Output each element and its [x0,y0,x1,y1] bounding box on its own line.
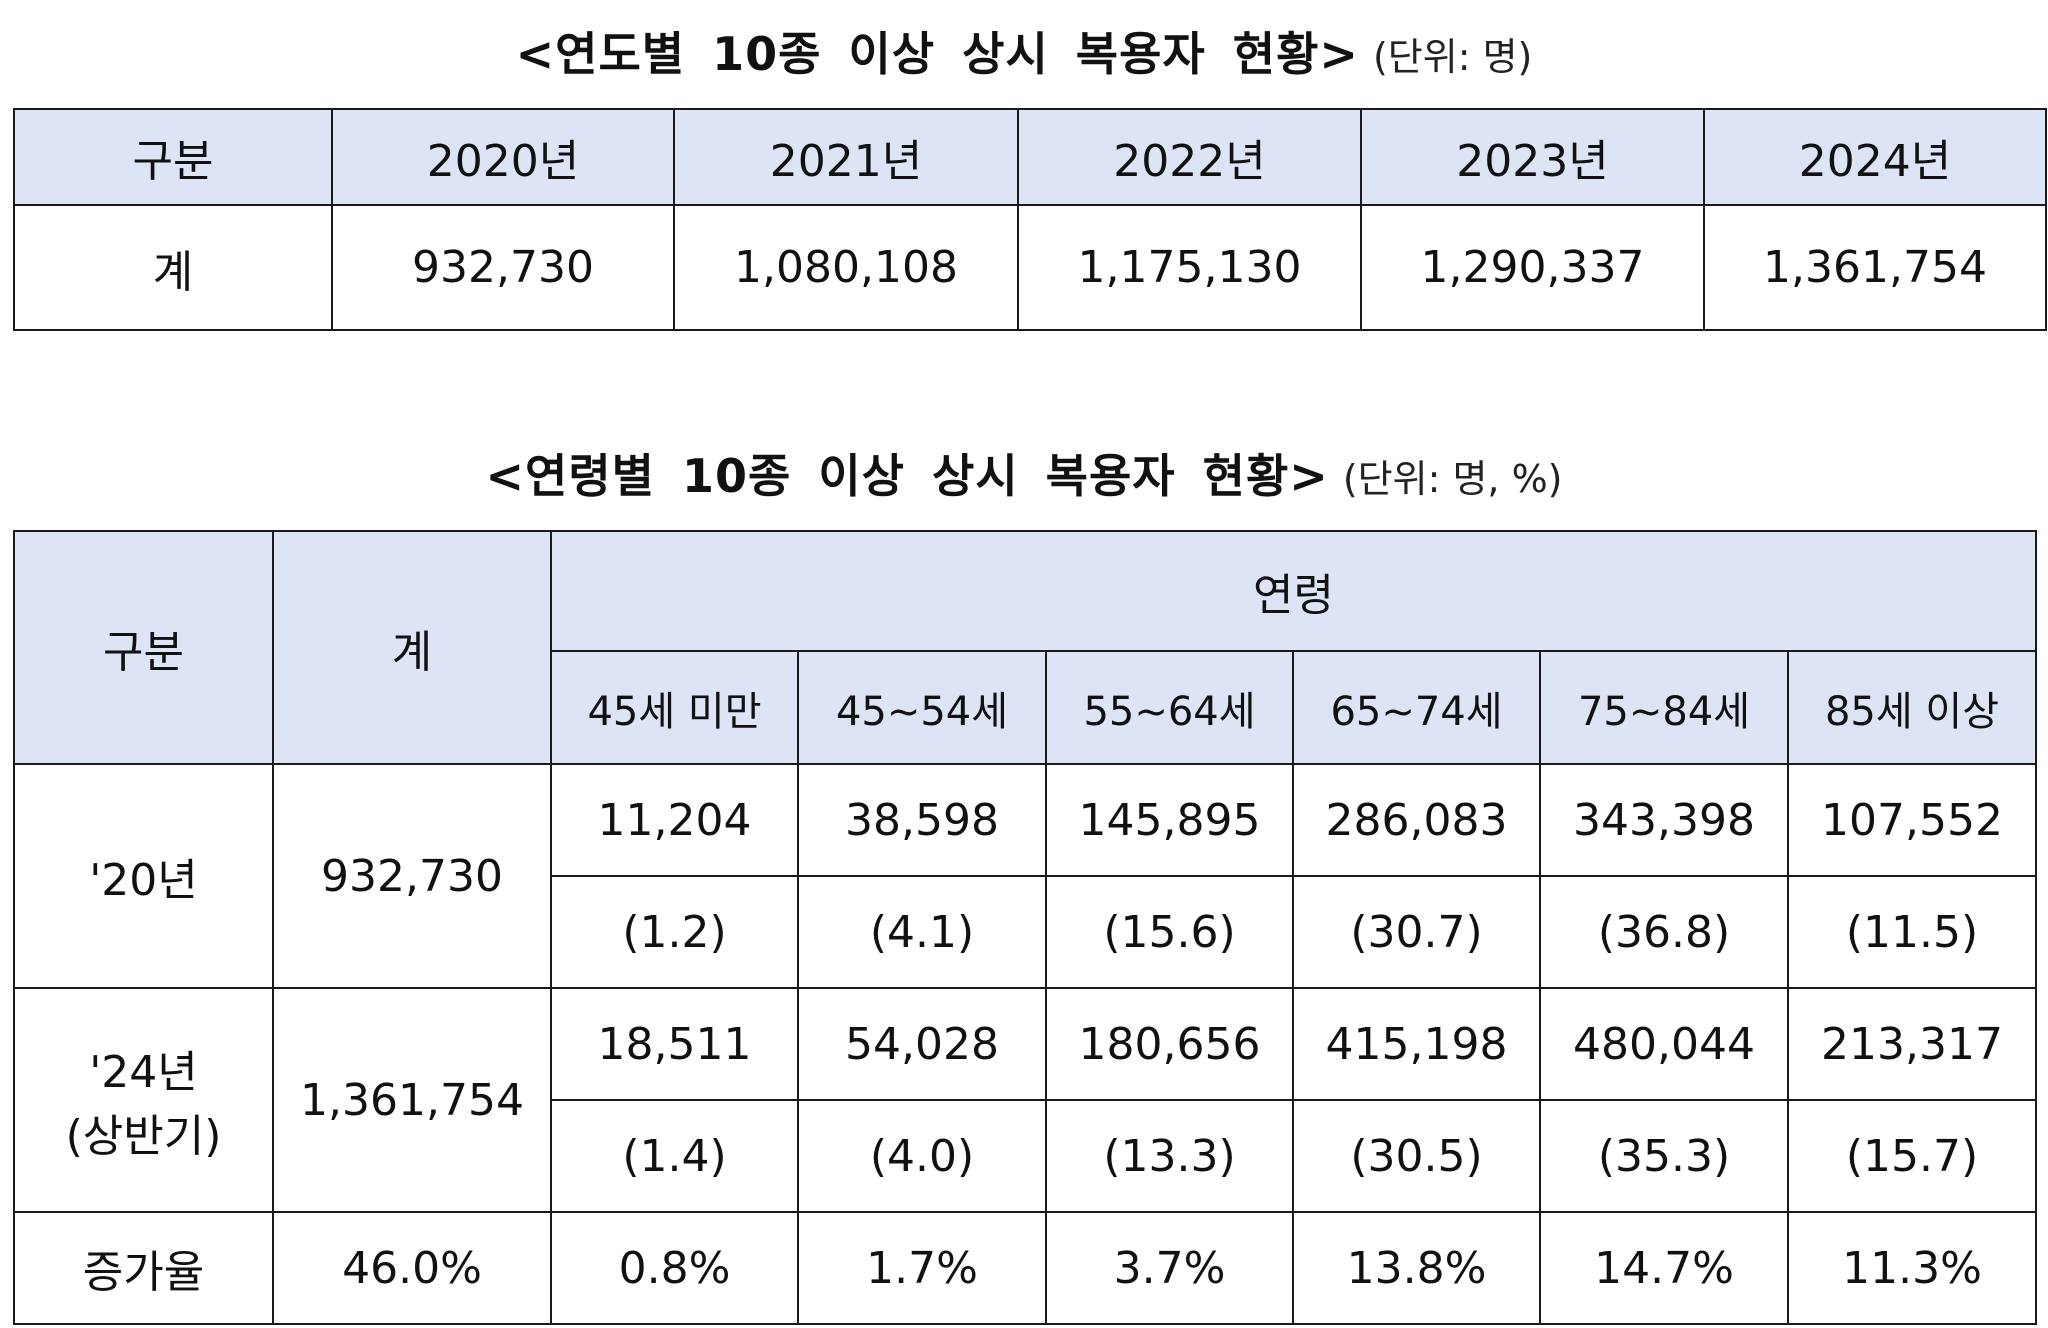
header-year-2023: 2023년 [1360,108,1705,206]
yearly-users-table: 구분 2020년 2021년 2022년 2023년 2024년 계 932,7… [13,108,2047,331]
cell-2021: 1,080,108 [673,204,1019,331]
growth-total: 46.0% [272,1211,552,1325]
share-cell: (4.0) [797,1099,1047,1213]
age-group-users-table: 구분 계 연령 45세 미만 45~54세 55~64세 65~74세 75~8… [13,530,2037,1325]
cell-2020: 932,730 [331,204,675,331]
share-cell: (30.5) [1292,1099,1541,1213]
header-year-2020: 2020년 [331,108,675,206]
count-cell: 286,083 [1292,763,1541,877]
table-row: (1.2) (4.1) (15.6) (30.7) (36.8) (11.5) [14,875,2037,989]
header-category: 구분 [13,530,274,765]
header-age-65-74: 65~74세 [1292,650,1541,765]
count-cell: 145,895 [1045,763,1294,877]
header-category: 구분 [13,108,333,206]
table-row: '20년 932,730 11,204 38,598 145,895 286,0… [13,763,2037,989]
cell-2022: 1,175,130 [1017,204,1362,331]
header-year-2021: 2021년 [673,108,1019,206]
cell-2024: 1,361,754 [1703,204,2047,331]
share-cell: (1.4) [550,1099,799,1213]
table-row: '24년 (상반기) 1,361,754 18,511 54,028 180,6… [13,987,2037,1213]
growth-cell: 0.8% [550,1211,799,1325]
share-cell: (36.8) [1539,875,1789,989]
share-cell: (15.7) [1787,1099,2037,1213]
header-age-85-plus: 85세 이상 [1787,650,2037,765]
table1-unit: (단위: 명) [1372,35,1533,79]
header-age-under-45: 45세 미만 [550,650,799,765]
table1-title: <연도별 10종 이상 상시 복용자 현황> (단위: 명) [0,18,2048,84]
header-total: 계 [272,530,552,765]
header-age-group: 연령 [550,530,2037,652]
growth-cell: 11.3% [1787,1211,2037,1325]
header-age-55-64: 55~64세 [1045,650,1294,765]
row-label-2024-h1: '24년 (상반기) [13,987,274,1213]
count-cell: 11,204 [550,763,799,877]
share-cell: (11.5) [1787,875,2037,989]
growth-cell: 14.7% [1539,1211,1789,1325]
table2-header-row-1: 구분 계 연령 [13,530,2037,765]
table-row: 계 932,730 1,080,108 1,175,130 1,290,337 … [13,204,2047,331]
share-cell: (35.3) [1539,1099,1789,1213]
row-label-growth: 증가율 [13,1211,274,1325]
count-cell: 415,198 [1292,987,1541,1101]
table2-header-row-2: 45세 미만 45~54세 55~64세 65~74세 75~84세 85세 이… [14,650,2037,765]
share-cell: (13.3) [1045,1099,1294,1213]
table1-title-text: <연도별 10종 이상 상시 복용자 현황> [515,27,1359,81]
count-cell: 213,317 [1787,987,2037,1101]
share-cell: (30.7) [1292,875,1541,989]
row-label-text: '20년 [89,855,198,906]
count-cell: 343,398 [1539,763,1789,877]
count-cell: 18,511 [550,987,799,1101]
row-label-2020: '20년 [13,763,274,989]
table2-title: <연령별 10종 이상 상시 복용자 현황> (단위: 명, %) [0,440,2048,506]
count-cell: 38,598 [797,763,1047,877]
table1-header-row: 구분 2020년 2021년 2022년 2023년 2024년 [13,108,2047,206]
table2-unit: (단위: 명, %) [1342,457,1563,501]
count-cell: 54,028 [797,987,1047,1101]
header-age-75-84: 75~84세 [1539,650,1789,765]
count-cell: 180,656 [1045,987,1294,1101]
table-row: (1.4) (4.0) (13.3) (30.5) (35.3) (15.7) [14,1099,2037,1213]
header-age-45-54: 45~54세 [797,650,1047,765]
header-year-2024: 2024년 [1703,108,2047,206]
cell-2023: 1,290,337 [1360,204,1705,331]
row-label-text: '24년 [89,1047,198,1098]
row-label-total: 계 [13,204,333,331]
growth-cell: 3.7% [1045,1211,1294,1325]
row-label-subtext: (상반기) [65,1111,222,1162]
share-cell: (4.1) [797,875,1047,989]
share-cell: (1.2) [550,875,799,989]
share-cell: (15.6) [1045,875,1294,989]
growth-cell: 1.7% [797,1211,1047,1325]
growth-row: 증가율 46.0% 0.8% 1.7% 3.7% 13.8% 14.7% 11.… [13,1211,2037,1325]
row-total-2020: 932,730 [272,763,552,989]
count-cell: 107,552 [1787,763,2037,877]
table2-title-text: <연령별 10종 이상 상시 복용자 현황> [485,449,1329,503]
growth-cell: 13.8% [1292,1211,1541,1325]
row-total-2024: 1,361,754 [272,987,552,1213]
header-year-2022: 2022년 [1017,108,1362,206]
count-cell: 480,044 [1539,987,1789,1101]
